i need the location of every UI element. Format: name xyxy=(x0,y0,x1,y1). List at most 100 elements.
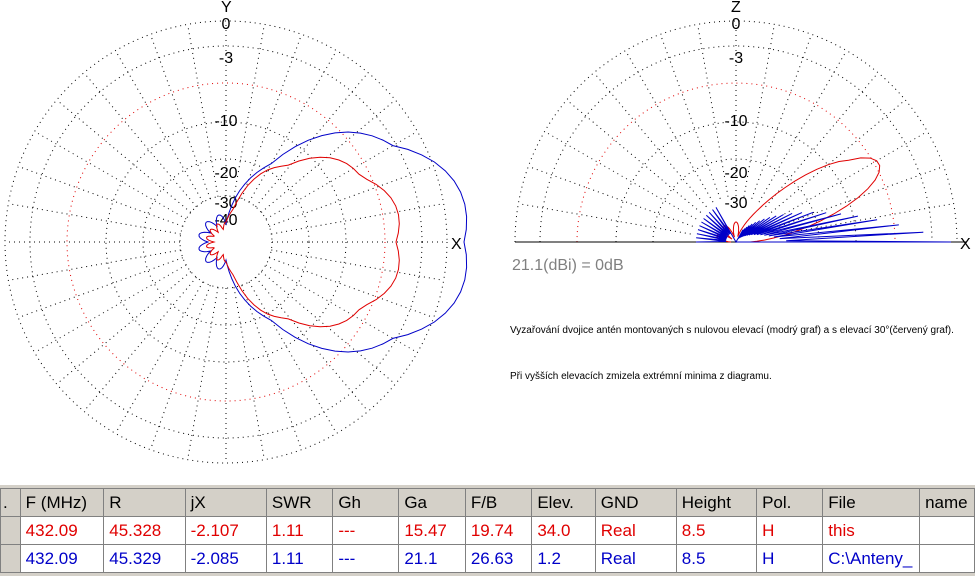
grid-spoke xyxy=(233,24,265,197)
right-axis-z-label: Z xyxy=(731,0,741,16)
ring-label: -10 xyxy=(214,113,237,130)
table-row[interactable]: 432.09 45.328 -2.107 1.11 --- 15.47 19.7… xyxy=(0,516,975,545)
col-header-jx[interactable]: jX xyxy=(184,488,267,517)
grid-spoke xyxy=(187,24,219,197)
cell-fb: 19.74 xyxy=(464,516,533,545)
series-blue-pattern xyxy=(695,207,952,244)
row-selector[interactable] xyxy=(0,516,21,545)
cell-swr: 1.11 xyxy=(265,544,334,573)
reference-label: 21.1(dBi) = 0dB xyxy=(512,257,624,274)
grid-spoke xyxy=(758,50,847,203)
grid-spoke xyxy=(233,287,265,460)
grid-spoke xyxy=(566,99,702,213)
grid-spoke xyxy=(659,34,721,199)
grid-spoke xyxy=(544,131,697,220)
grid-spoke xyxy=(775,131,928,220)
grid-spoke xyxy=(115,281,204,434)
grid-spoke xyxy=(255,72,369,208)
results-table-panel: . F (MHz) R jX SWR Gh Ga F/B Elev. GND H… xyxy=(0,485,975,576)
grid-spoke xyxy=(518,203,691,235)
grid-spoke xyxy=(528,165,693,227)
col-header-pol[interactable]: Pol. xyxy=(756,488,824,517)
azimuth-plot: 0 -3 -10 -20 -30-40 xyxy=(4,16,468,464)
cell-frequency: 432.09 xyxy=(19,544,105,573)
ring-label: -20 xyxy=(724,165,747,182)
left-axis-y-label: Y xyxy=(221,0,232,16)
grid-spoke xyxy=(265,131,418,220)
cell-gnd: Real xyxy=(594,544,677,573)
cell-elev: 34.0 xyxy=(531,516,596,545)
grid-spoke xyxy=(271,203,444,235)
grid-spoke xyxy=(149,285,211,450)
grid-spoke xyxy=(260,271,396,385)
grid-spoke xyxy=(625,50,714,203)
col-header-frequency[interactable]: F (MHz) xyxy=(19,488,105,517)
cell-gh: --- xyxy=(332,544,400,573)
grid-spoke xyxy=(83,72,197,208)
col-header-height[interactable]: Height xyxy=(675,488,758,517)
grid-ring xyxy=(615,121,857,243)
col-header-gnd[interactable]: GND xyxy=(594,488,677,517)
grid-spoke xyxy=(593,72,707,208)
ring-label: -20 xyxy=(214,165,237,182)
cell-height: 8.5 xyxy=(675,544,758,573)
col-header-swr[interactable]: SWR xyxy=(265,488,334,517)
grid-spoke xyxy=(241,285,303,450)
cell-frequency: 432.09 xyxy=(19,516,105,545)
grid-spoke xyxy=(8,249,181,281)
grid-spoke xyxy=(260,99,396,213)
col-header-name[interactable]: name xyxy=(919,488,975,517)
cell-pol: H xyxy=(756,544,824,573)
grid-spoke xyxy=(18,165,183,227)
results-table: . F (MHz) R jX SWR Gh Ga F/B Elev. GND H… xyxy=(0,488,975,573)
ring-label: -10 xyxy=(724,113,747,130)
grid-spoke xyxy=(743,24,775,197)
grid-ring xyxy=(4,20,448,464)
cell-pol: H xyxy=(756,516,824,545)
cell-name xyxy=(919,516,975,545)
grid-spoke xyxy=(779,165,944,227)
col-header-fb[interactable]: F/B xyxy=(464,488,533,517)
grid-spoke xyxy=(265,264,418,353)
cell-elev: 1.2 xyxy=(531,544,596,573)
grid-spoke xyxy=(248,50,337,203)
cell-height: 8.5 xyxy=(675,516,758,545)
col-header-ga[interactable]: Ga xyxy=(398,488,466,517)
table-header-row: . F (MHz) R jX SWR Gh Ga F/B Elev. GND H… xyxy=(0,488,975,517)
grid-ring xyxy=(652,158,820,243)
ring-label: 0 xyxy=(732,16,741,33)
grid-spoke xyxy=(115,50,204,203)
grid-spoke xyxy=(255,276,369,412)
left-axis-x-label: X xyxy=(451,236,462,253)
grid-spoke xyxy=(770,99,906,213)
table-row[interactable]: 432.09 45.329 -2.085 1.11 --- 21.1 26.63… xyxy=(0,544,975,573)
polar-plots: 0-3-10-20-30-40 0-3-10-20-30 Y X Z X 21.… xyxy=(4,0,971,464)
grid-spoke xyxy=(34,131,187,220)
col-header-gh[interactable]: Gh xyxy=(332,488,400,517)
grid-spoke xyxy=(697,24,729,197)
col-header-select[interactable]: . xyxy=(0,488,21,517)
cell-fb: 26.63 xyxy=(464,544,533,573)
grid-spoke xyxy=(18,257,183,319)
col-header-elev[interactable]: Elev. xyxy=(531,488,596,517)
grid-spoke xyxy=(751,34,813,199)
grid-spoke xyxy=(8,203,181,235)
series-red-pattern xyxy=(205,156,400,328)
grid-spoke xyxy=(271,249,444,281)
ring-label: -30 xyxy=(724,195,747,212)
cell-jx: -2.085 xyxy=(184,544,267,573)
grid-ring xyxy=(29,45,423,439)
row-selector[interactable] xyxy=(0,544,21,573)
note-line-1: Vyzařování dvojice antén montovaných s n… xyxy=(510,325,954,336)
right-axis-x-label: X xyxy=(960,236,971,253)
grid-spoke xyxy=(781,203,954,235)
cell-file: C:\Anteny_ xyxy=(822,544,921,573)
ring-label: -3 xyxy=(729,50,743,67)
grid-ring xyxy=(66,82,386,402)
col-header-file[interactable]: File xyxy=(822,488,921,517)
grid-spoke xyxy=(269,257,434,319)
col-header-r[interactable]: R xyxy=(103,488,186,517)
cell-gh: --- xyxy=(332,516,400,545)
cell-jx: -2.107 xyxy=(184,516,267,545)
ring-label: -30 xyxy=(214,195,237,212)
